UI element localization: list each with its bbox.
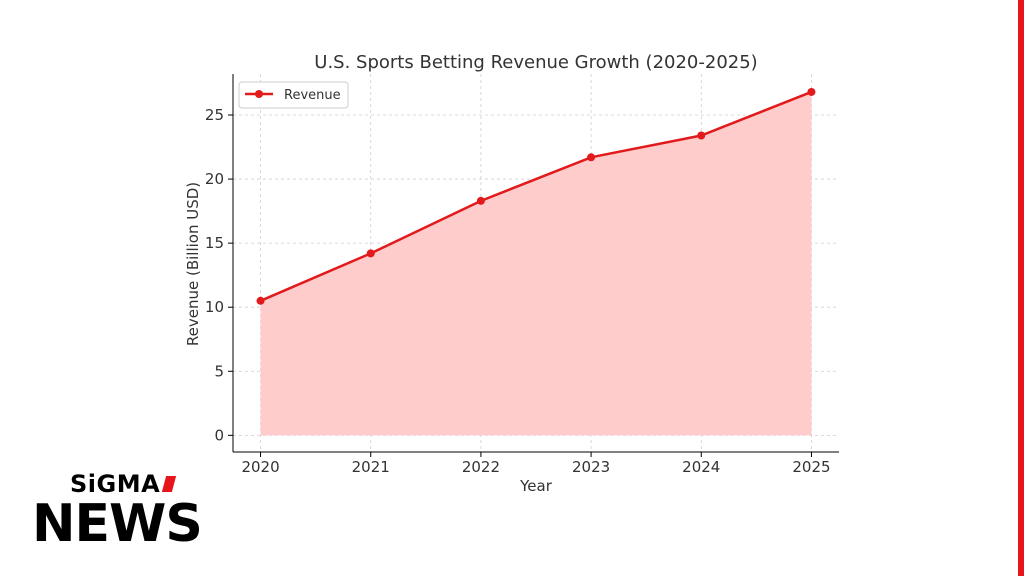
revenue-area-fill (260, 91, 812, 436)
x-tick-label: 2020 (241, 458, 279, 476)
legend: Revenue (238, 81, 349, 109)
y-tick-label: 25 (205, 106, 224, 124)
revenue-point (697, 131, 706, 140)
x-tick-label: 2025 (792, 458, 830, 476)
revenue-points (256, 87, 816, 305)
revenue-line (260, 90, 812, 302)
revenue-point (476, 196, 485, 205)
legend-box (238, 81, 349, 109)
revenue-point (807, 87, 816, 96)
x-tick-label: 2022 (462, 458, 500, 476)
brand-logo-top: SiGMA (70, 470, 161, 498)
x-axis-label: Year (519, 477, 553, 495)
x-tick-label: 2024 (682, 458, 720, 476)
y-tick-label: 15 (205, 234, 224, 252)
revenue-point (366, 249, 375, 258)
revenue-point (256, 296, 265, 305)
brand-logo: SiGMA NEWS (32, 470, 222, 560)
brand-logo-slash (161, 476, 177, 492)
chart-title: U.S. Sports Betting Revenue Growth (2020… (314, 52, 757, 73)
brand-logo-main: NEWS (32, 494, 203, 554)
brand-accent-bar (1018, 0, 1024, 576)
y-axis-label: Revenue (Billion USD) (184, 182, 202, 346)
x-tick-label: 2023 (572, 458, 610, 476)
legend-marker (255, 90, 263, 98)
y-tick-label: 20 (205, 170, 224, 188)
y-tick-label: 10 (205, 298, 224, 316)
legend-label-revenue: Revenue (284, 88, 341, 103)
revenue-point (587, 153, 596, 162)
y-tick-label: 5 (214, 362, 224, 380)
y-tick-label: 0 (214, 426, 224, 444)
x-tick-label: 2021 (352, 458, 390, 476)
